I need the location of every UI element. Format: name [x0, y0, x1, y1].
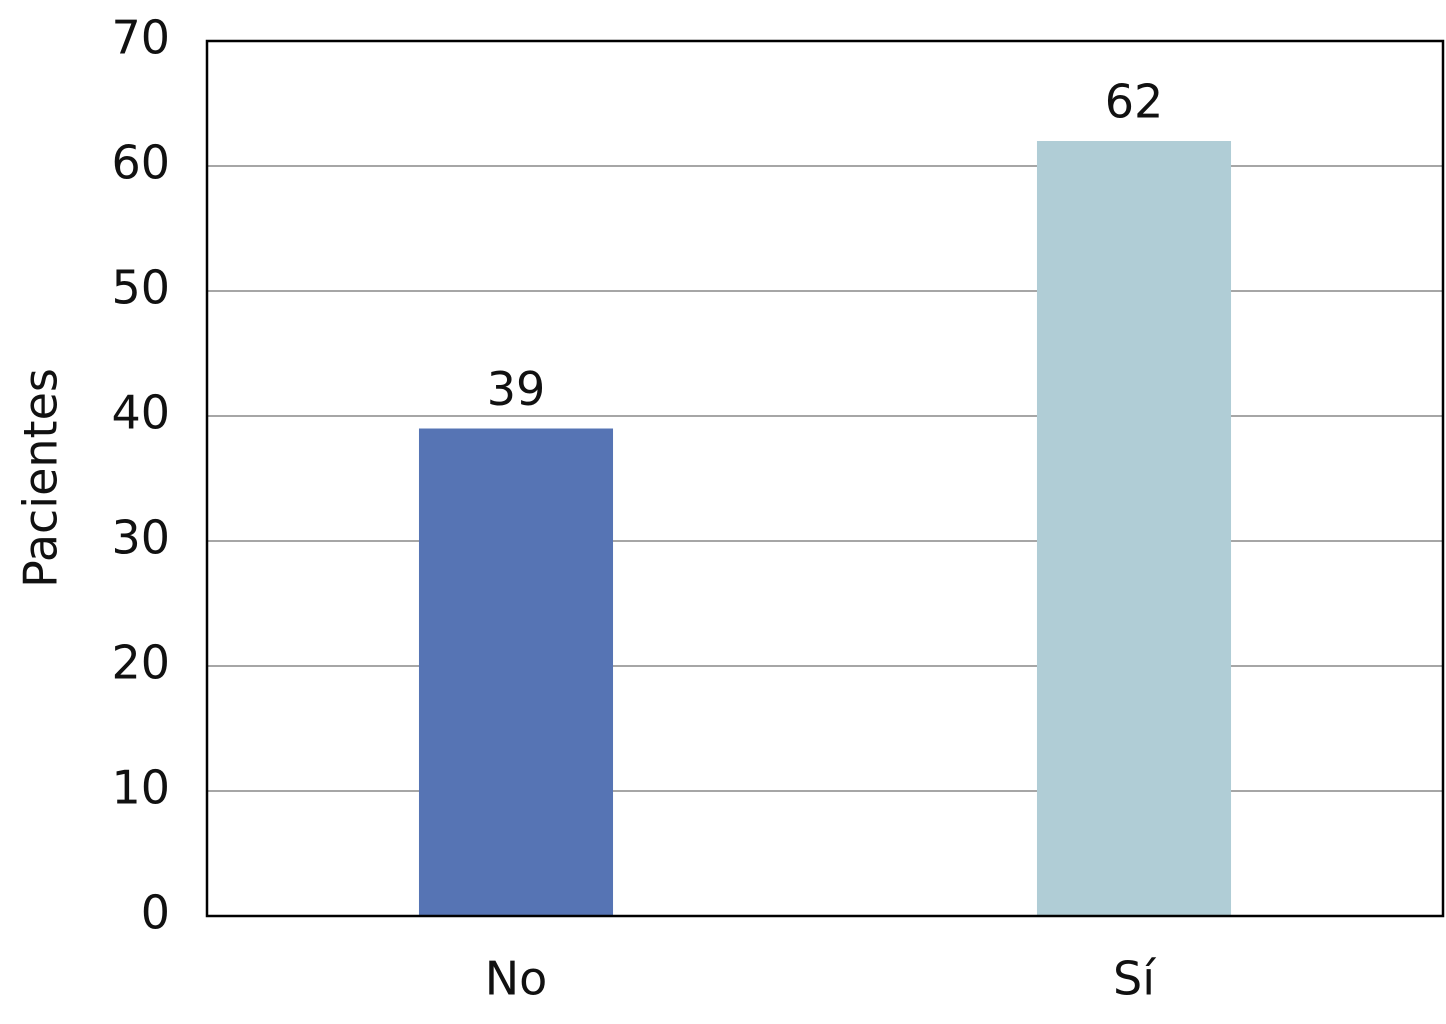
- y-tick-label: 60: [111, 136, 170, 190]
- y-tick-label: 50: [111, 261, 170, 315]
- y-axis-label: Pacientes: [14, 368, 68, 588]
- y-tick-label: 10: [111, 761, 170, 815]
- x-tick-label: No: [485, 952, 548, 1006]
- plot-frame: [205, 39, 1445, 918]
- y-tick-label: 70: [111, 11, 170, 65]
- data-label: 39: [487, 362, 546, 416]
- y-tick-label: 20: [111, 636, 170, 690]
- x-tick-label: Sí: [1113, 952, 1156, 1006]
- y-tick-label: 40: [111, 386, 170, 440]
- data-label: 62: [1105, 75, 1164, 129]
- y-tick-label: 30: [111, 511, 170, 565]
- y-tick-label: 0: [141, 886, 170, 940]
- bar: [418, 428, 614, 916]
- bar: [1036, 141, 1232, 916]
